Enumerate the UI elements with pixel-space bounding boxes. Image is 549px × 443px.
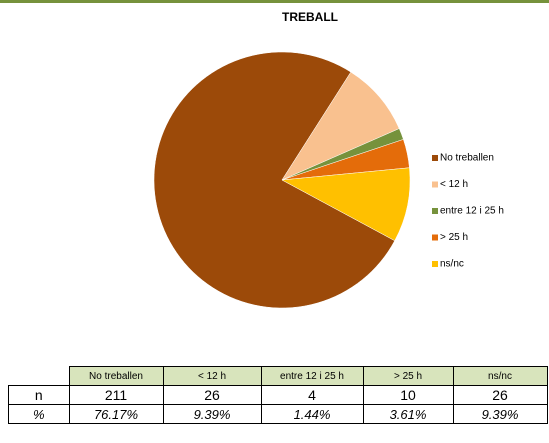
table-cell: 211 (68, 385, 164, 405)
legend-label: entre 12 i 25 h (440, 206, 504, 217)
pie-slice (281, 167, 411, 242)
table-cell: 76.17% (68, 404, 164, 424)
table-cell: 3.61% (362, 404, 454, 424)
legend-label: > 25 h (440, 232, 468, 243)
table-cell: No treballen (68, 366, 164, 386)
table-cell: n (8, 385, 70, 405)
table-cell: % (8, 404, 70, 424)
legend-swatch (432, 208, 438, 214)
legend-swatch (432, 261, 438, 267)
top-rule (0, 0, 549, 3)
table-cell: 1.44% (260, 404, 364, 424)
table-cell: 10 (362, 385, 454, 405)
table-cell: < 12 h (162, 366, 262, 386)
table-cell: entre 12 i 25 h (260, 366, 364, 386)
table-row: n 211 26 4 10 26 (8, 385, 548, 405)
chart-title: TREBALL (282, 10, 338, 24)
legend-swatch (432, 234, 438, 241)
table-cell (8, 366, 70, 386)
table-cell: ns/nc (452, 366, 548, 386)
chart: TREBALL No treballen < 12 h entre 12 i 25 … (153, 10, 504, 309)
table-cell: > 25 h (362, 366, 454, 386)
legend-label: < 12 h (440, 179, 468, 190)
legend-swatch (432, 181, 438, 188)
table-cell: 9.39% (452, 404, 548, 424)
table-row: % 76.17% 9.39% 1.44% 3.61% 9.39% (8, 404, 548, 424)
table-cell: 9.39% (162, 404, 262, 424)
table-cell: 26 (452, 385, 548, 405)
legend-label: ns/nc (440, 259, 464, 270)
pie-slice (153, 51, 396, 309)
legend-label: No treballen (440, 153, 494, 164)
table-cell: 4 (260, 385, 364, 405)
table-cell: 26 (162, 385, 262, 405)
pie-slice (281, 71, 400, 181)
legend-swatch (432, 155, 438, 161)
